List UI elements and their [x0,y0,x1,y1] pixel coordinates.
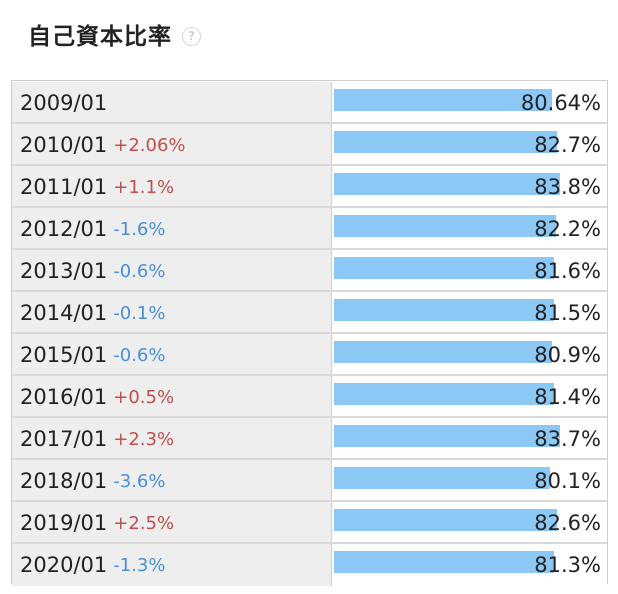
value-cell: 83.8% [332,166,607,208]
value-bar [334,89,552,111]
period-cell: 2014/01 -0.1% [12,292,332,334]
table-row: 2015/01 -0.6% 80.9% [12,334,607,376]
period-label: 2010/01 [20,133,108,157]
period-cell: 2018/01 -3.6% [12,460,332,502]
period-label: 2018/01 [20,469,108,493]
period-cell: 2013/01 -0.6% [12,250,332,292]
table-row: 2016/01 +0.5% 81.4% [12,376,607,418]
period-cell: 2016/01 +0.5% [12,376,332,418]
period-cell: 2017/01 +2.3% [12,418,332,460]
period-label: 2014/01 [20,301,108,325]
value-cell: 80.9% [332,334,607,376]
value-bar [334,131,558,153]
value-cell: 82.7% [332,124,607,166]
value-cell: 83.7% [332,418,607,460]
value-label: 81.4% [534,385,601,409]
period-label: 2009/01 [20,91,108,115]
value-bar [334,257,555,279]
value-cell: 81.3% [332,544,607,586]
value-label: 80.1% [534,469,601,493]
change-label: -3.6% [113,470,166,492]
row-divider [12,332,607,334]
value-bar [334,509,558,531]
change-label: +2.5% [113,512,175,534]
value-bar [334,467,551,489]
value-cell: 81.5% [332,292,607,334]
period-cell: 2012/01 -1.6% [12,208,332,250]
period-cell: 2020/01 -1.3% [12,544,332,586]
row-divider [12,164,607,166]
value-cell: 81.6% [332,250,607,292]
value-label: 80.64% [520,91,601,115]
value-bar [334,551,554,573]
equity-ratio-table: 2009/01 80.64% 2010/01 +2.06% 82.7% 2011/01 +1… [11,80,608,586]
table-row: 2017/01 +2.3% 83.7% [12,418,607,460]
page-title: 自己資本比率 [28,24,172,50]
value-bar [334,215,556,237]
table-row: 2020/01 -1.3% 81.3% [12,544,607,586]
change-label: +1.1% [113,176,175,198]
change-label: +2.3% [113,428,175,450]
period-label: 2016/01 [20,385,108,409]
value-cell: 80.64% [332,82,607,124]
table-row: 2012/01 -1.6% 82.2% [12,208,607,250]
table-row: 2014/01 -0.1% 81.5% [12,292,607,334]
value-bar [334,299,555,321]
row-divider [12,458,607,460]
period-cell: 2015/01 -0.6% [12,334,332,376]
table-row: 2019/01 +2.5% 82.6% [12,502,607,544]
value-cell: 82.6% [332,502,607,544]
period-label: 2015/01 [20,343,108,367]
period-label: 2017/01 [20,427,108,451]
title-area: 自己資本比率 ? [28,14,201,54]
change-label: -0.6% [113,260,166,282]
value-label: 83.7% [534,427,601,451]
change-label: +2.06% [113,134,186,156]
table-row: 2018/01 -3.6% 80.1% [12,460,607,502]
value-bar [334,341,553,363]
value-label: 81.5% [534,301,601,325]
value-label: 81.3% [534,553,601,577]
value-label: 80.9% [534,343,601,367]
change-label: -1.3% [113,554,166,576]
row-divider [12,416,607,418]
period-cell: 2011/01 +1.1% [12,166,332,208]
period-label: 2013/01 [20,259,108,283]
value-bar [334,173,561,195]
period-cell: 2009/01 [12,82,332,124]
row-divider [12,122,607,124]
row-divider [12,206,607,208]
change-label: +0.5% [113,386,175,408]
value-label: 83.8% [534,175,601,199]
period-label: 2019/01 [20,511,108,535]
value-bar [334,425,560,447]
period-cell: 2010/01 +2.06% [12,124,332,166]
value-cell: 80.1% [332,460,607,502]
period-cell: 2019/01 +2.5% [12,502,332,544]
value-label: 82.6% [534,511,601,535]
row-divider [12,542,607,544]
value-label: 82.7% [534,133,601,157]
row-divider [12,248,607,250]
table-row: 2009/01 80.64% [12,82,607,124]
table-row: 2013/01 -0.6% 81.6% [12,250,607,292]
change-label: -0.1% [113,302,166,324]
value-cell: 82.2% [332,208,607,250]
row-divider [12,374,607,376]
value-cell: 81.4% [332,376,607,418]
table-row: 2010/01 +2.06% 82.7% [12,124,607,166]
change-label: -1.6% [113,218,166,240]
row-divider [12,290,607,292]
value-bar [334,383,554,405]
table-row: 2011/01 +1.1% 83.8% [12,166,607,208]
period-label: 2020/01 [20,553,108,577]
help-icon[interactable]: ? [182,26,201,46]
value-label: 81.6% [534,259,601,283]
value-label: 82.2% [534,217,601,241]
row-divider [12,500,607,502]
period-label: 2011/01 [20,175,108,199]
change-label: -0.6% [113,344,166,366]
period-label: 2012/01 [20,217,108,241]
